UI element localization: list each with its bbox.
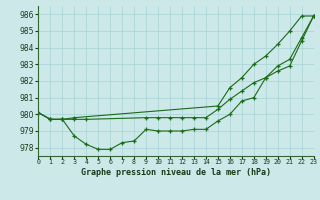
X-axis label: Graphe pression niveau de la mer (hPa): Graphe pression niveau de la mer (hPa) bbox=[81, 168, 271, 177]
